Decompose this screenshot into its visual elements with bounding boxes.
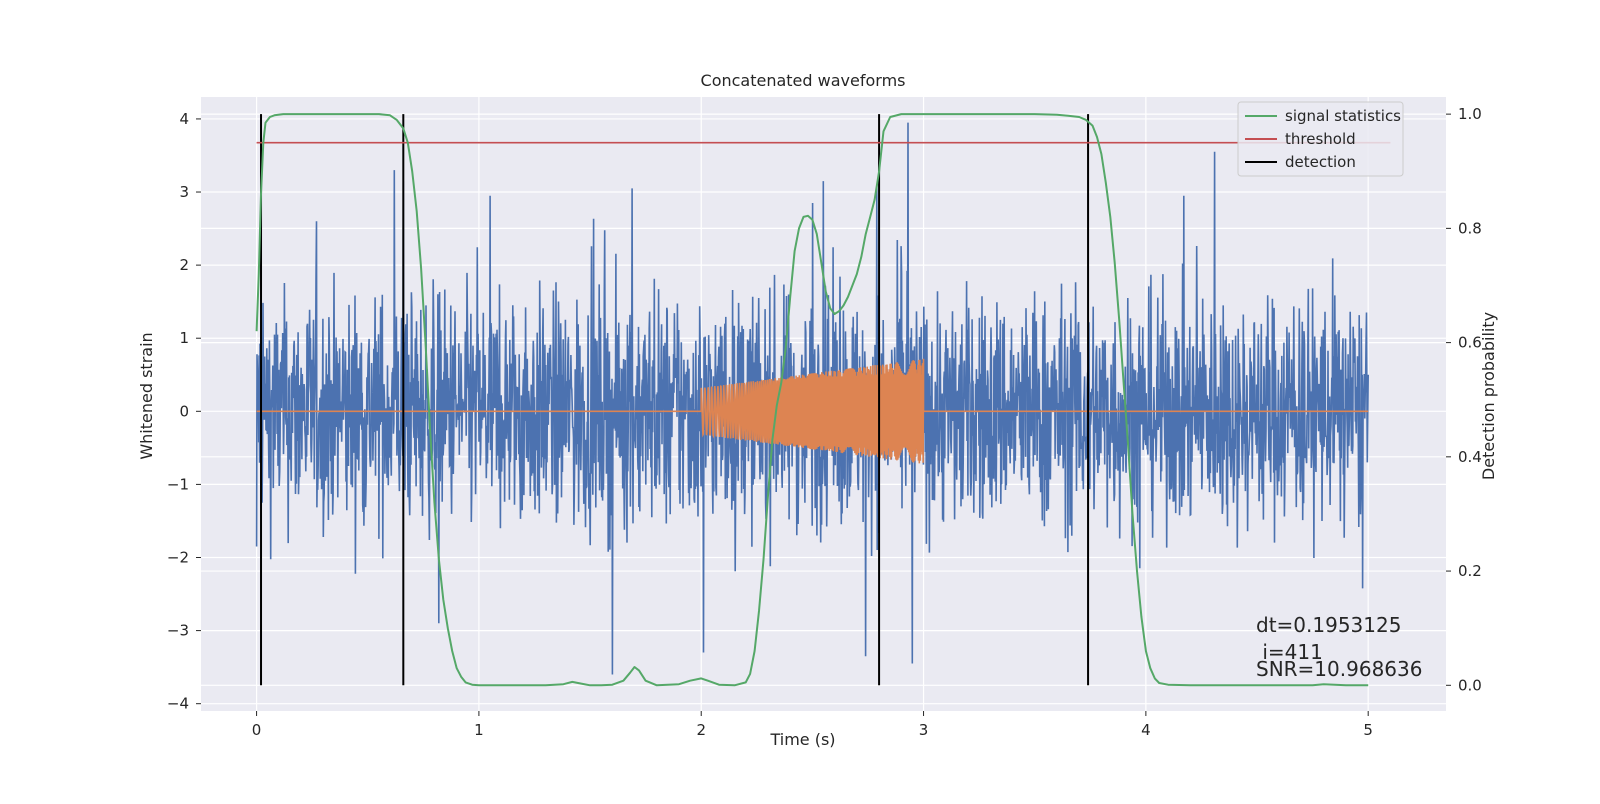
y-tick-label: 0: [179, 402, 189, 420]
x-axis-label: Time (s): [769, 730, 835, 749]
y-right-tick-label: 0.6: [1458, 334, 1482, 352]
x-tick-label: 1: [474, 721, 484, 739]
y-axis-right-label: Detection probability: [1479, 312, 1498, 480]
y-tick-label: −4: [167, 695, 189, 713]
x-tick-label: 3: [919, 721, 929, 739]
y-tick-label: 2: [179, 256, 189, 274]
legend-label-signal-statistics: signal statistics: [1285, 107, 1401, 125]
legend-box: [1237, 101, 1404, 177]
y-tick-label: 1: [179, 329, 189, 347]
legend-label-detection: detection: [1285, 153, 1356, 171]
annotation-dt: dt=0.1953125: [1256, 613, 1401, 637]
x-tick-label: 4: [1141, 721, 1151, 739]
x-tick-label: 0: [252, 721, 262, 739]
y-tick-label: 3: [179, 183, 189, 201]
chart-title: Concatenated waveforms: [701, 71, 906, 90]
y-right-tick-label: 0.4: [1458, 448, 1482, 466]
legend-label-threshold: threshold: [1285, 130, 1356, 148]
axes: 0 1 2 3 4 5 4 3 2 1 0 −1 −2 −3 −4 1.0 0.8 0.6 0.4 0.2 0.0: [167, 105, 1482, 739]
x-tick-label: 2: [696, 721, 706, 739]
y-axis-label: Whitened strain: [137, 332, 156, 459]
y-tick-label: −2: [167, 549, 189, 567]
y-right-tick-label: 0.0: [1458, 676, 1482, 694]
x-tick-label: 5: [1363, 721, 1373, 739]
strain-line: [255, 122, 1369, 675]
y-right-tick-label: 0.8: [1458, 219, 1482, 237]
legend: signal statistics threshold detection: [1237, 101, 1404, 177]
y-tick-label: −1: [167, 475, 189, 493]
y-right-tick-label: 1.0: [1458, 105, 1482, 123]
whitened-strain-series: [255, 122, 1369, 675]
signal-statistics-line: [255, 113, 1369, 687]
y-tick-label: −3: [167, 622, 189, 640]
signal-statistics-series: [255, 113, 1369, 687]
template-line: [256, 358, 1369, 464]
template-waveform-series: [256, 358, 1369, 464]
annotation-index: i=411: [1256, 640, 1323, 664]
y-tick-label: 4: [179, 110, 189, 128]
y-right-tick-label: 0.2: [1458, 562, 1482, 580]
annotation-snr: SNR=10.968636: [1256, 657, 1422, 681]
